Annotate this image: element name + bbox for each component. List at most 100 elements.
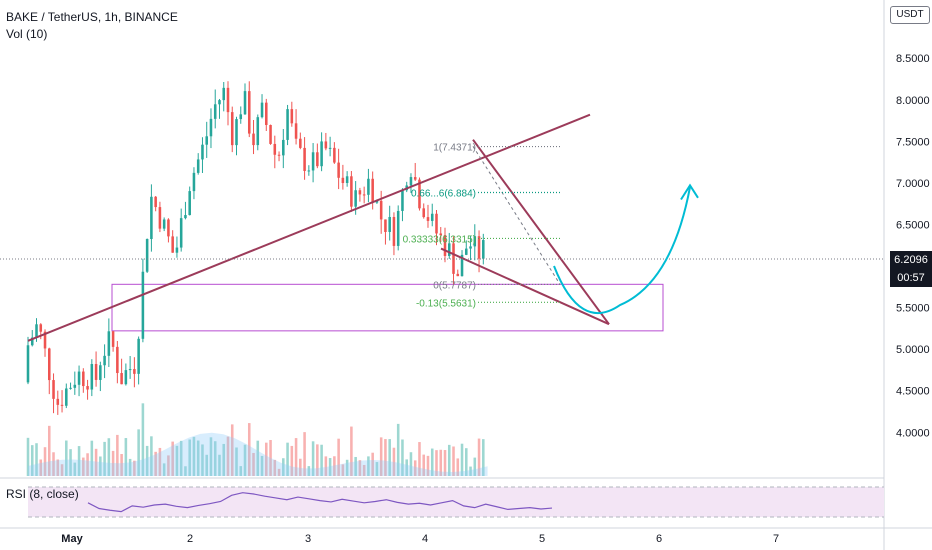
candle-body (239, 114, 243, 120)
volume-bar (422, 454, 426, 476)
volume-bar (401, 439, 404, 476)
volume-bar (107, 438, 111, 476)
volume-bar (290, 445, 294, 476)
candle-body (222, 87, 226, 101)
volume-bar (384, 439, 387, 476)
volume-bar (324, 456, 328, 476)
last-price-value: 6.2096 (894, 254, 928, 266)
rsi-legend[interactable]: RSI (8, close) (6, 487, 79, 501)
candle-body (384, 219, 387, 232)
candle-body (205, 136, 208, 145)
volume-bar (465, 448, 468, 476)
candle-body (124, 370, 128, 385)
candle-body (328, 147, 332, 149)
candle-body (426, 217, 430, 221)
rsi-pane[interactable] (28, 486, 884, 518)
volume-bar (273, 459, 277, 476)
candle-body (418, 179, 421, 209)
candle-body (179, 218, 183, 248)
candle-body (439, 233, 443, 236)
volume-bar (418, 442, 421, 476)
candle-body (265, 102, 268, 125)
candle-body (273, 143, 277, 155)
volume-bar (30, 445, 34, 476)
candle-body (307, 170, 311, 172)
volume-bar (201, 444, 204, 476)
volume-bar (184, 466, 187, 476)
volume-bar (196, 440, 200, 476)
volume-bar (111, 450, 115, 476)
currency-button[interactable]: USDT (890, 6, 930, 24)
candle-body (39, 324, 43, 332)
volume-bar (452, 446, 455, 476)
volume-bar (260, 455, 264, 476)
fib-level-label: 0.33333(6.3315) (403, 234, 476, 245)
volume-bar (94, 448, 98, 476)
candle-body (345, 176, 349, 184)
volume-bar (456, 458, 460, 476)
candle-body (443, 235, 447, 256)
projection-arrow (553, 186, 691, 315)
volume-bar (128, 458, 132, 476)
fib-trend-line (472, 146, 561, 285)
candle-body (235, 119, 238, 146)
volume-bar (303, 432, 306, 476)
price-axis[interactable]: 9.00008.50008.00007.50007.00006.50005.50… (883, 0, 930, 550)
volume-bar (430, 448, 434, 476)
symbol-legend[interactable]: BAKE / TetherUS, 1h, BINANCE (6, 10, 178, 24)
volume-legend[interactable]: Vol (10) (6, 27, 48, 41)
volume-bar (477, 438, 481, 476)
volume-bar (47, 425, 51, 476)
candle-body (367, 178, 370, 195)
fib-level-label: 1(7.4371) (433, 143, 476, 154)
candle-body (65, 388, 68, 406)
time-tick-label: 7 (773, 533, 779, 545)
candle-body (196, 159, 200, 173)
volume-bar (439, 449, 443, 476)
candle-body (456, 273, 460, 277)
volume-bar (379, 437, 383, 476)
candle-body (256, 117, 260, 146)
candle-body (209, 118, 213, 137)
volume-bar (218, 454, 221, 476)
candle-body (82, 371, 85, 387)
candle-body (77, 371, 81, 385)
volume-bar (77, 446, 81, 476)
price-tick-label: 8.0000 (896, 95, 930, 107)
time-axis[interactable]: May 2 3 4 5 6 7 (0, 477, 932, 545)
volume-bar (311, 441, 315, 476)
volume-bar (103, 441, 106, 476)
candle-body (460, 254, 464, 277)
candle-body (60, 404, 64, 406)
volume-bar (447, 444, 451, 476)
fib-retracement: 1(7.4371) 0.66...6(6.884) 0.33333(6.3315) 0… (403, 143, 560, 309)
volume-bar (86, 453, 89, 476)
volume-bar (277, 468, 281, 476)
time-tick-label: 3 (305, 533, 311, 545)
volume-bar (209, 437, 213, 476)
candle-body (103, 355, 106, 366)
candle-body (99, 365, 102, 380)
volume-bar (60, 464, 64, 476)
candle-body (107, 331, 111, 356)
candle-body (447, 243, 451, 256)
candle-body (120, 373, 123, 385)
candle-body (154, 196, 157, 208)
candle-body (133, 369, 136, 374)
candle-body (158, 207, 162, 229)
volume-bar (405, 459, 408, 476)
volume-bar (350, 426, 353, 476)
volume-bar (133, 460, 136, 476)
volume-bar (426, 455, 430, 476)
candle-body (128, 369, 132, 371)
candle-body (422, 208, 426, 218)
volume-bar (286, 442, 289, 476)
volume-bar (362, 464, 366, 476)
volume-bar (90, 440, 94, 476)
candle-body (56, 398, 60, 405)
volume-bar (171, 441, 174, 476)
candle-body (294, 123, 298, 139)
volume-bar (226, 436, 230, 476)
volume-bar (409, 452, 413, 476)
